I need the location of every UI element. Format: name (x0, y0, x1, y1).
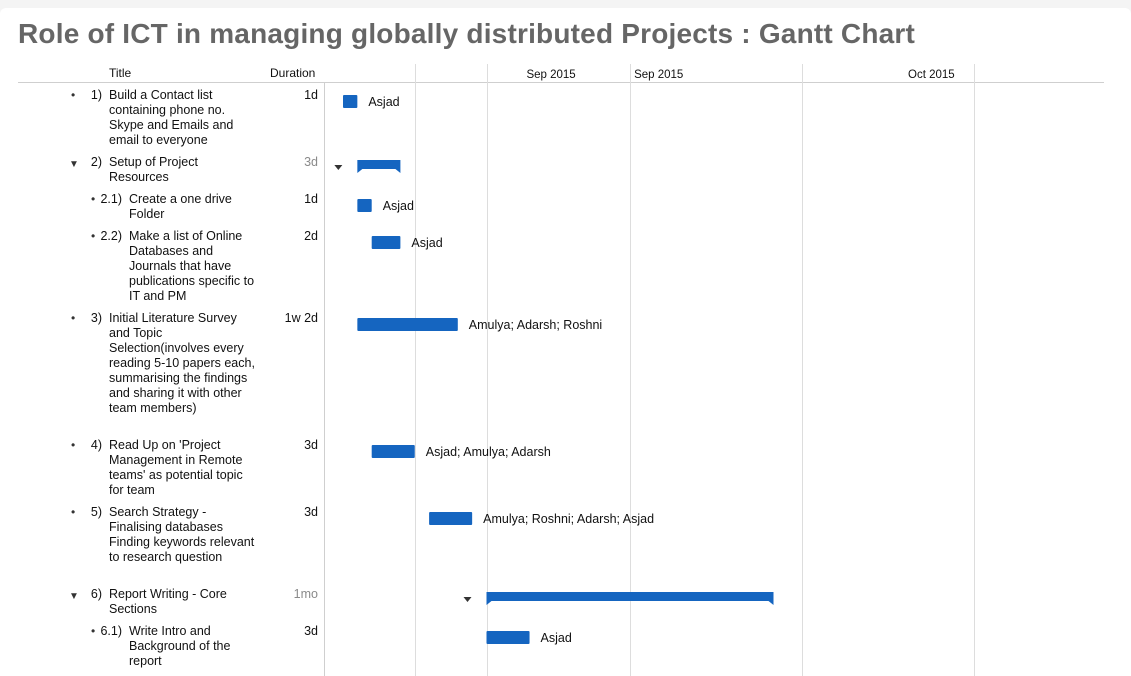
gantt-timeline: Sep 2015 Sep 2015 Oct 2015 Asjad Asjad Asjad A… (334, 64, 975, 676)
task-number: 3) (90, 311, 102, 325)
task-title[interactable]: Initial Literature Survey and Topic Sele… (109, 311, 255, 415)
task-title[interactable]: Make a list of Online Databases and Jour… (129, 229, 255, 303)
assignee-label: Asjad; Amulya; Adarsh (426, 445, 551, 459)
task-number: 6.1) (100, 624, 122, 638)
table-chart-divider (324, 83, 325, 676)
task-title[interactable]: Setup of Project Resources (109, 155, 198, 184)
assignee-label: Asjad (541, 631, 572, 645)
bullet-icon: • (91, 192, 96, 206)
assignee-label: Asjad (411, 236, 442, 250)
task-number: 4) (90, 438, 102, 452)
header-divider (18, 82, 1104, 83)
assignee-label: Amulya; Adarsh; Roshni (469, 318, 602, 332)
task-number: 5) (90, 505, 102, 519)
task-bar (486, 631, 530, 644)
assignee-label: Asjad (383, 199, 414, 213)
task-duration[interactable]: 3d (304, 155, 318, 169)
task-bar (429, 512, 473, 525)
summary-collapse-icon (334, 165, 343, 170)
summary-bar (486, 592, 774, 605)
task-bar (357, 199, 372, 212)
title-column-header[interactable]: Title (109, 66, 132, 80)
task-duration[interactable]: 1mo (293, 587, 318, 601)
task-title[interactable]: Create a one drive Folder (129, 192, 232, 221)
task-title[interactable]: Write Intro and Background of the report (129, 624, 231, 668)
task-number: 2.1) (100, 192, 122, 206)
duration-column-header[interactable]: Duration (270, 66, 316, 80)
bullet-icon: • (91, 624, 96, 638)
bullet-icon: • (91, 229, 96, 243)
task-number: 2) (90, 155, 102, 169)
task-title[interactable]: Search Strategy - Finalising databases F… (109, 505, 255, 564)
task-duration[interactable]: 3d (304, 505, 318, 519)
bullet-icon: • (71, 311, 76, 325)
task-duration[interactable]: 1d (304, 192, 318, 206)
task-duration[interactable]: 1w 2d (284, 311, 318, 325)
collapse-caret-icon[interactable]: ▼ (69, 591, 79, 602)
task-bar (343, 95, 358, 108)
summary-bar (357, 160, 401, 173)
task-title[interactable]: Read Up on 'Project Management in Remote… (109, 438, 243, 497)
time-axis-label: Oct 2015 (908, 69, 955, 81)
task-number: 1) (90, 88, 102, 102)
time-axis-label: Sep 2015 (634, 69, 683, 81)
collapse-caret-icon[interactable]: ▼ (69, 159, 79, 170)
gantt-page: Role of ICT in managing globally distrib… (0, 8, 1131, 676)
task-number: 2.2) (100, 229, 122, 243)
page-title: Role of ICT in managing globally distrib… (18, 18, 916, 49)
bullet-icon: • (71, 88, 76, 102)
bullet-icon: • (71, 438, 76, 452)
task-number: 6) (90, 587, 102, 601)
task-title[interactable]: Report Writing - Core Sections (109, 587, 227, 616)
task-duration[interactable]: 2d (304, 229, 318, 243)
summary-collapse-icon (463, 597, 472, 602)
assignee-label: Asjad (368, 95, 399, 109)
task-duration[interactable]: 1d (304, 88, 318, 102)
task-bar (371, 236, 401, 249)
assignee-label: Amulya; Roshni; Adarsh; Asjad (483, 512, 654, 526)
time-axis-label: Sep 2015 (526, 69, 575, 81)
task-title[interactable]: Build a Contact list containing phone no… (109, 88, 234, 147)
task-duration[interactable]: 3d (304, 624, 318, 638)
task-bar (357, 318, 458, 331)
task-bar (371, 445, 415, 458)
bullet-icon: • (71, 505, 76, 519)
task-duration[interactable]: 3d (304, 438, 318, 452)
